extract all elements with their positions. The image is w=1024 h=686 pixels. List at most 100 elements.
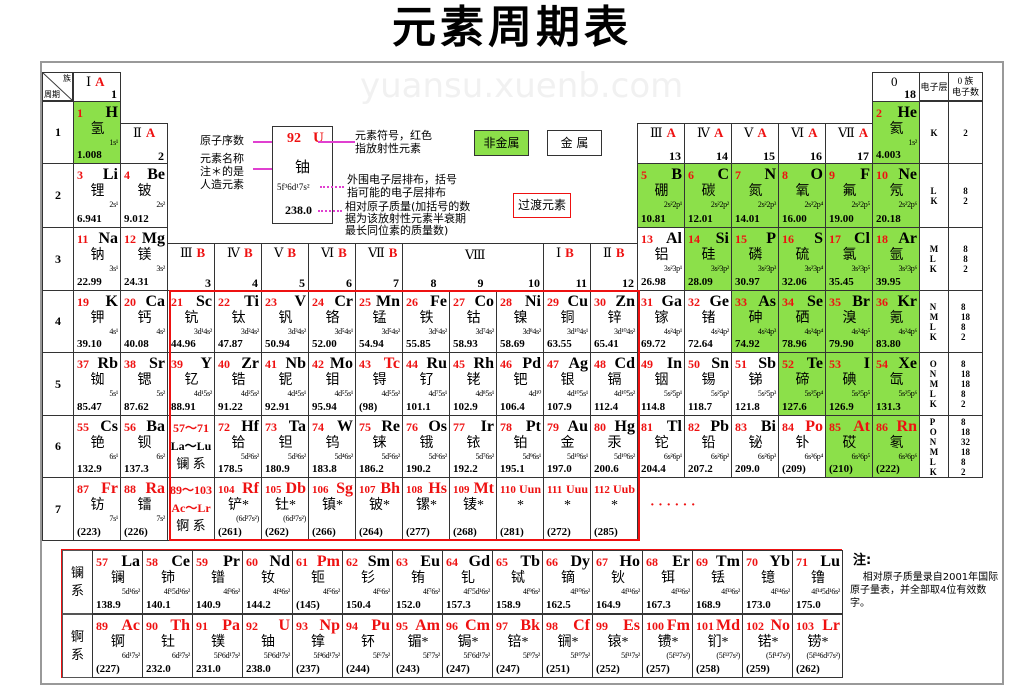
element-Kr[interactable]: 36 Kr 氪 4s²4p⁶ 83.80 — [872, 290, 920, 353]
element-P[interactable]: 15 P 磷 3s²3p³ 30.97 — [731, 227, 779, 291]
element-Se[interactable]: 34 Se 硒 4s²4p⁴ 78.96 — [778, 290, 826, 353]
element-Cf[interactable]: 98 Cf 锎* 5f¹⁰7s² (251) — [542, 614, 593, 678]
element-Pd[interactable]: 46 Pd 钯 4d¹⁰ 106.4 — [496, 352, 544, 416]
element-Ga[interactable]: 31 Ga 镓 4s²4p¹ 69.72 — [637, 290, 685, 353]
element-Xe[interactable]: 54 Xe 氙 5s²5p⁶ 131.3 — [872, 352, 920, 416]
element-Pm[interactable]: 61 Pm 钷 4f⁵6s² (145) — [292, 550, 343, 614]
element-Md[interactable]: 101 Md 钔* (5f¹³7s²) (258) — [692, 614, 743, 678]
element-Pt[interactable]: 78 Pt 铂 5d⁹6s¹ 195.1 — [496, 415, 544, 478]
element-At[interactable]: 85 At 砹 6s²6p⁵ (210) — [825, 415, 873, 478]
element-Ho[interactable]: 67 Ho 钬 4f¹¹6s² 164.9 — [592, 550, 643, 614]
element-Zr[interactable]: 40 Zr 锆 4d²5s² 91.22 — [214, 352, 262, 416]
element-He[interactable]: 2 He 氦 1s² 4.003 — [872, 101, 920, 164]
element-Cu[interactable]: 29 Cu 铜 3d¹⁰4s¹ 63.55 — [543, 290, 591, 353]
element-V[interactable]: 23 V 钒 3d³4s² 50.94 — [261, 290, 309, 353]
element-Y[interactable]: 39 Y 钇 4d¹5s² 88.91 — [167, 352, 215, 416]
element-Mt[interactable]: 109 Mt 鿏* (268) — [449, 477, 497, 541]
element-Uun[interactable]: 110 Uun * (281) — [496, 477, 544, 541]
element-Bh[interactable]: 107 Bh 铍* (264) — [355, 477, 403, 541]
element-S[interactable]: 16 S 硫 3s²3p⁴ 32.06 — [778, 227, 826, 291]
element-Tb[interactable]: 65 Tb 铽 4f⁹6s² 158.9 — [492, 550, 543, 614]
element-Sn[interactable]: 50 Sn 锡 5s²5p² 118.7 — [684, 352, 732, 416]
element-Eu[interactable]: 63 Eu 铕 4f⁷6s² 152.0 — [392, 550, 443, 614]
element-Db[interactable]: 105 Db 钍* (6d³7s²) (262) — [261, 477, 309, 541]
element-Cd[interactable]: 48 Cd 镉 4d¹⁰5s² 112.4 — [590, 352, 638, 416]
element-Ne[interactable]: 10 Ne 氖 2s²2p⁶ 20.18 — [872, 163, 920, 228]
element-Rf[interactable]: 104 Rf 铲* (6d²7s²) (261) — [214, 477, 262, 541]
element-Ar[interactable]: 18 Ar 氩 3s²3p⁶ 39.95 — [872, 227, 920, 291]
element-Np[interactable]: 93 Np 镎 5f⁴6d¹7s² (237) — [292, 614, 343, 678]
element-Os[interactable]: 76 Os 锇 5d⁶6s² 190.2 — [402, 415, 450, 478]
element-Sg[interactable]: 106 Sg 镇* (266) — [308, 477, 356, 541]
element-Uuu[interactable]: 111 Uuu * (272) — [543, 477, 591, 541]
element-C[interactable]: 6 C 碳 2s²2p² 12.01 — [684, 163, 732, 228]
element-Tc[interactable]: 43 Tc 锝 4d⁵5s² (98) — [355, 352, 403, 416]
element-Uub[interactable]: 112 Uub * (285) — [590, 477, 638, 541]
element-Nd[interactable]: 60 Nd 钕 4f⁴6s² 144.2 — [242, 550, 293, 614]
element-Zn[interactable]: 30 Zn 锌 3d¹⁰4s² 65.41 — [590, 290, 638, 353]
element-Co[interactable]: 27 Co 钴 3d⁷4s² 58.93 — [449, 290, 497, 353]
element-Mo[interactable]: 42 Mo 钼 4d⁵5s¹ 95.94 — [308, 352, 356, 416]
element-Rb[interactable]: 37 Rb 铷 5s¹ 85.47 — [73, 352, 121, 416]
element-Bi[interactable]: 83 Bi 铋 6s²6p³ 209.0 — [731, 415, 779, 478]
element-Mn[interactable]: 25 Mn 锰 3d⁵4s² 54.94 — [355, 290, 403, 353]
element-Te[interactable]: 52 Te 碲 5s²5p⁴ 127.6 — [778, 352, 826, 416]
element-In[interactable]: 49 In 铟 5s²5p¹ 114.8 — [637, 352, 685, 416]
element-Nb[interactable]: 41 Nb 铌 4d⁴5s¹ 92.91 — [261, 352, 309, 416]
element-Fr[interactable]: 87 Fr 钫 7s¹ (223) — [73, 477, 121, 541]
element-Hs[interactable]: 108 Hs 镙* (277) — [402, 477, 450, 541]
element-Ir[interactable]: 77 Ir 铱 5d⁷6s² 192.2 — [449, 415, 497, 478]
element-Ce[interactable]: 58 Ce 铈 4f¹5d¹6s² 140.1 — [142, 550, 193, 614]
element-Ni[interactable]: 28 Ni 镍 3d⁸4s² 58.69 — [496, 290, 544, 353]
element-N[interactable]: 7 N 氮 2s²2p³ 14.01 — [731, 163, 779, 228]
element-Ac[interactable]: 89 Ac 锕 6d¹7s² (227) — [92, 614, 143, 678]
element-Th[interactable]: 90 Th 钍 6d²7s² 232.0 — [142, 614, 193, 678]
element-Cr[interactable]: 24 Cr 铬 3d⁵4s¹ 52.00 — [308, 290, 356, 353]
element-Re[interactable]: 75 Re 铼 5d⁵6s² 186.2 — [355, 415, 403, 478]
actinide-placeholder[interactable]: 89～103 Ac～Lr 锕 系 — [167, 477, 215, 541]
element-Au[interactable]: 79 Au 金 5d¹⁰6s¹ 197.0 — [543, 415, 591, 478]
element-Cl[interactable]: 17 Cl 氯 3s²3p⁵ 35.45 — [825, 227, 873, 291]
element-Be[interactable]: 4 Be 铍 2s² 9.012 — [120, 163, 168, 228]
element-Al[interactable]: 13 Al 铝 3s²3p¹ 26.98 — [637, 227, 685, 291]
element-Sc[interactable]: 21 Sc 钪 3d¹4s² 44.96 — [167, 290, 215, 353]
element-Tl[interactable]: 81 Tl 铊 6s²6p¹ 204.4 — [637, 415, 685, 478]
element-Na[interactable]: 11 Na 钠 3s¹ 22.99 — [73, 227, 121, 291]
element-Gd[interactable]: 64 Gd 钆 4f⁷5d¹6s² 157.3 — [442, 550, 493, 614]
element-O[interactable]: 8 O 氧 2s²2p⁴ 16.00 — [778, 163, 826, 228]
element-Si[interactable]: 14 Si 硅 3s²3p² 28.09 — [684, 227, 732, 291]
element-Br[interactable]: 35 Br 溴 4s²4p⁵ 79.90 — [825, 290, 873, 353]
lanthanide-placeholder[interactable]: 57～71 La～Lu 镧 系 — [167, 415, 215, 478]
element-Hf[interactable]: 72 Hf 铪 5d²6s² 178.5 — [214, 415, 262, 478]
element-Er[interactable]: 68 Er 铒 4f¹²6s² 167.3 — [642, 550, 693, 614]
element-Ta[interactable]: 73 Ta 钽 5d³6s² 180.9 — [261, 415, 309, 478]
element-Pr[interactable]: 59 Pr 镨 4f³6s² 140.9 — [192, 550, 243, 614]
element-I[interactable]: 53 I 碘 5s²5p⁵ 126.9 — [825, 352, 873, 416]
element-Lu[interactable]: 71 Lu 镥 4f¹⁴5d¹6s² 175.0 — [792, 550, 843, 614]
element-Pa[interactable]: 91 Pa 镤 5f²6d¹7s² 231.0 — [192, 614, 243, 678]
element-Lr[interactable]: 103 Lr 铹* (5f¹⁴6d¹7s²) (262) — [792, 614, 843, 678]
element-Bk[interactable]: 97 Bk 锫* 5f⁹7s² (247) — [492, 614, 543, 678]
element-Ca[interactable]: 20 Ca 钙 4s² 40.08 — [120, 290, 168, 353]
element-La[interactable]: 57 La 镧 5d¹6s² 138.9 — [92, 550, 143, 614]
element-Fe[interactable]: 26 Fe 铁 3d⁶4s² 55.85 — [402, 290, 450, 353]
element-K[interactable]: 19 K 钾 4s¹ 39.10 — [73, 290, 121, 353]
element-Li[interactable]: 3 Li 锂 2s¹ 6.941 — [73, 163, 121, 228]
element-Ra[interactable]: 88 Ra 镭 7s² (226) — [120, 477, 168, 541]
element-Hg[interactable]: 80 Hg 汞 5d¹⁰6s² 200.6 — [590, 415, 638, 478]
element-Cm[interactable]: 96 Cm 锔* 5f⁷6d¹7s² (247) — [442, 614, 493, 678]
element-B[interactable]: 5 B 硼 2s²2p¹ 10.81 — [637, 163, 685, 228]
element-Ru[interactable]: 44 Ru 钌 4d⁷5s¹ 101.1 — [402, 352, 450, 416]
element-Ge[interactable]: 32 Ge 锗 4s²4p² 72.64 — [684, 290, 732, 353]
element-Cs[interactable]: 55 Cs 铯 6s¹ 132.9 — [73, 415, 121, 478]
element-Es[interactable]: 99 Es 锿* 5f¹¹7s² (252) — [592, 614, 643, 678]
element-Po[interactable]: 84 Po 钋 6s²6p⁴ (209) — [778, 415, 826, 478]
element-Rh[interactable]: 45 Rh 铑 4d⁸5s¹ 102.9 — [449, 352, 497, 416]
element-As[interactable]: 33 As 砷 4s²4p³ 74.92 — [731, 290, 779, 353]
element-Am[interactable]: 95 Am 镅* 5f⁷7s² (243) — [392, 614, 443, 678]
element-Ba[interactable]: 56 Ba 钡 6s² 137.3 — [120, 415, 168, 478]
element-F[interactable]: 9 F 氟 2s²2p⁵ 19.00 — [825, 163, 873, 228]
element-Sb[interactable]: 51 Sb 锑 5s²5p³ 121.8 — [731, 352, 779, 416]
element-H[interactable]: 1 H 氢 1s¹ 1.008 — [73, 101, 121, 164]
element-U[interactable]: 92 U 铀 5f³6d¹7s² 238.0 — [242, 614, 293, 678]
